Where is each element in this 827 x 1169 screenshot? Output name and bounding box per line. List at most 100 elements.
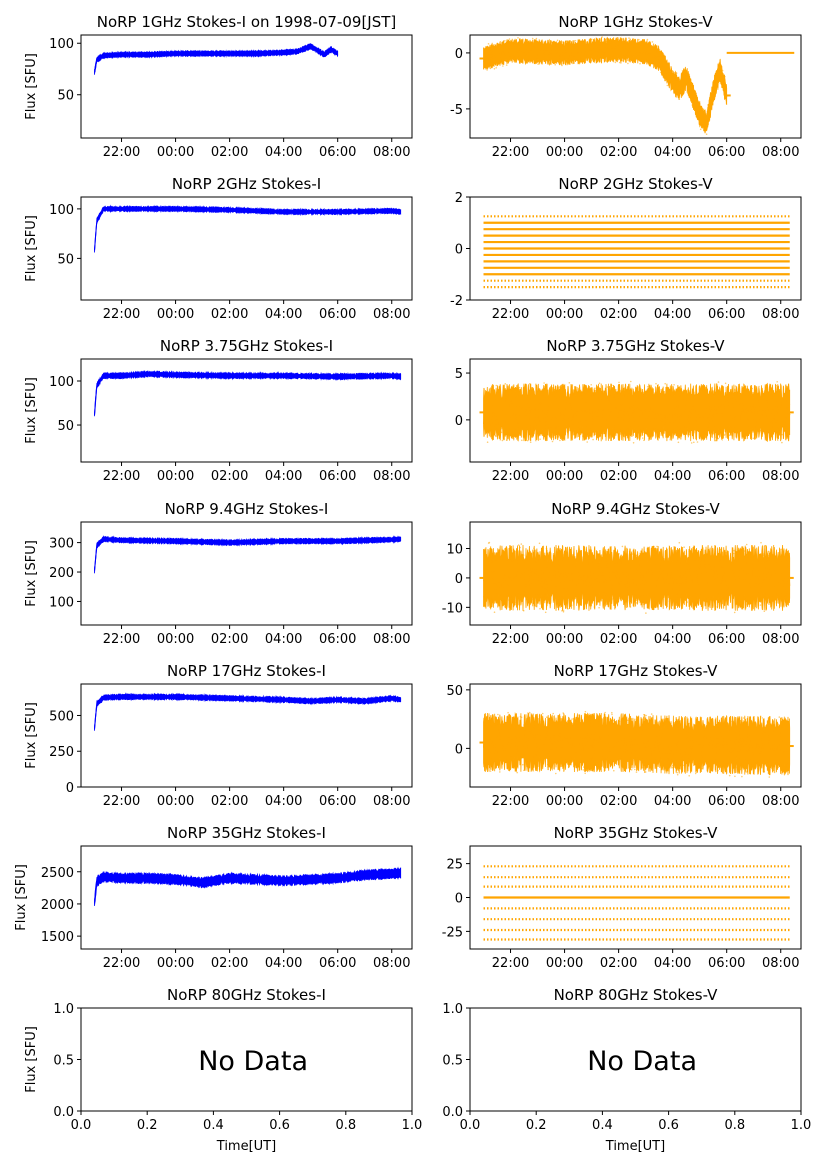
scatter-point	[772, 771, 774, 773]
scatter-point	[776, 758, 778, 761]
panel-8: NoRP 9.4GHz Stokes-V 22:00 00:00 02:00 04:00…	[442, 500, 802, 647]
panel-12: NoRP 35GHz Stokes-V 22:00 00:00 02:00 04:00 0…	[442, 824, 802, 971]
scatter-point	[710, 396, 713, 399]
scatter-point	[509, 400, 512, 402]
x-tick-label: 02:00	[600, 794, 637, 809]
scatter-point	[620, 38, 622, 40]
scatter-point	[563, 49, 566, 51]
scatter-point	[577, 46, 579, 49]
scatter-point	[763, 770, 766, 773]
series-line	[94, 694, 402, 729]
scatter-point	[624, 55, 626, 57]
scatter-point	[633, 42, 635, 45]
scatter-point	[707, 106, 710, 108]
series-line	[483, 729, 791, 759]
scatter-point	[590, 756, 593, 759]
y-tick-label: -2	[450, 294, 463, 309]
x-tick-label: 06:00	[708, 956, 745, 971]
scatter-point	[749, 725, 752, 728]
scatter-point	[606, 395, 609, 398]
scatter-point	[570, 763, 572, 765]
x-tick-label: 0.4	[592, 1118, 613, 1133]
x-tick-label: 04:00	[654, 632, 691, 647]
scatter-point	[523, 592, 525, 595]
scatter-point	[628, 550, 631, 553]
scatter-point	[636, 716, 638, 718]
scatter-point	[561, 64, 563, 67]
scatter-point	[501, 439, 504, 442]
scatter-point	[687, 728, 689, 730]
scatter-point	[734, 775, 736, 778]
panel-2: NoRP 1GHz Stokes-V 22:00 00:00 02:00 04:00 06…	[450, 13, 802, 160]
scatter-point	[677, 593, 679, 595]
scatter-point	[494, 424, 496, 426]
scatter-point	[785, 421, 788, 424]
scatter-point	[745, 543, 748, 546]
scatter-point	[615, 40, 618, 42]
scatter-point	[625, 41, 627, 44]
scatter-point	[644, 724, 646, 727]
scatter-point	[611, 739, 613, 741]
scatter-point	[625, 738, 627, 741]
scatter-point	[635, 771, 638, 773]
scatter-point	[728, 434, 731, 437]
x-tick-label: 04:00	[265, 307, 302, 322]
panel-title: NoRP 3.75GHz Stokes-I	[160, 337, 333, 355]
scatter-point	[634, 739, 637, 742]
scatter-point	[526, 596, 528, 598]
scatter-point	[535, 569, 537, 572]
scatter-point	[707, 426, 709, 428]
scatter-point	[754, 762, 757, 765]
scatter-point	[544, 385, 546, 388]
scatter-point	[553, 407, 556, 410]
scatter-point	[785, 400, 787, 402]
scatter-point	[688, 550, 690, 553]
scatter-point	[732, 573, 735, 576]
plot-area	[479, 380, 794, 444]
y-tick-label: 0.0	[53, 1105, 74, 1120]
scatter-point	[736, 400, 738, 402]
scatter-point	[503, 53, 506, 55]
scatter-point	[534, 46, 536, 48]
scatter-point	[714, 439, 716, 442]
scatter-point	[562, 53, 565, 56]
scatter-point	[597, 40, 599, 42]
scatter-point	[572, 46, 575, 48]
scatter-point	[565, 552, 567, 555]
scatter-point	[703, 560, 705, 562]
scatter-point	[707, 582, 709, 584]
scatter-point	[750, 757, 752, 760]
scatter-point	[541, 62, 543, 65]
scatter-point	[507, 427, 510, 429]
scatter-point	[531, 598, 534, 601]
scatter-point	[576, 59, 578, 61]
scatter-point	[668, 393, 671, 395]
scatter-point	[631, 579, 634, 581]
x-tick-label: 00:00	[546, 145, 583, 160]
scatter-point	[508, 599, 510, 601]
scatter-point	[590, 745, 592, 747]
scatter-point	[484, 47, 487, 50]
scatter-point	[627, 42, 630, 44]
scatter-point	[676, 558, 678, 561]
scatter-point	[562, 609, 565, 612]
scatter-point	[630, 380, 632, 383]
scatter-point	[759, 604, 762, 606]
scatter-point	[780, 548, 782, 551]
scatter-point	[696, 722, 698, 724]
y-tick-label: 2	[455, 191, 463, 206]
scatter-point	[713, 414, 715, 417]
scatter-point	[500, 51, 502, 53]
scatter-point	[712, 420, 714, 422]
scatter-point	[582, 411, 584, 414]
scatter-point	[645, 727, 648, 730]
y-tick-label: 0	[66, 781, 74, 796]
scatter-point	[488, 571, 491, 573]
scatter-point	[656, 51, 658, 54]
scatter-point	[721, 729, 723, 732]
scatter-point	[665, 63, 667, 65]
scatter-point	[612, 748, 614, 751]
scatter-point	[543, 382, 545, 384]
scatter-point	[518, 386, 521, 389]
scatter-point	[723, 76, 725, 78]
